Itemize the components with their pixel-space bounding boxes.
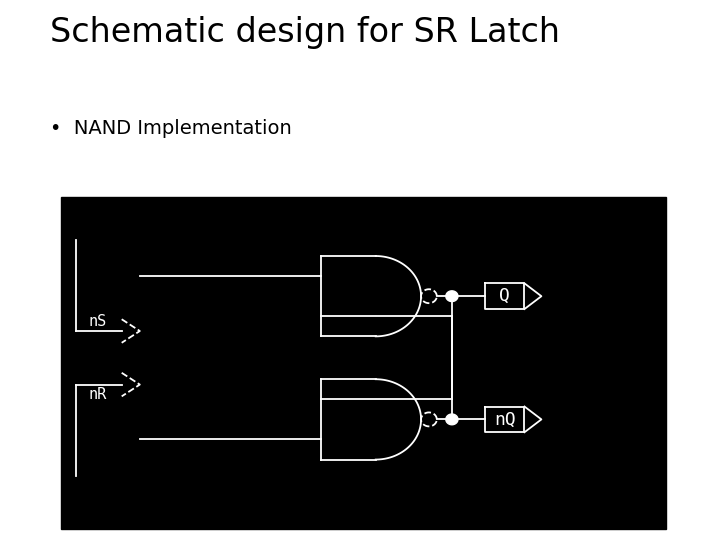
Text: Schematic design for SR Latch: Schematic design for SR Latch	[50, 16, 560, 49]
Text: •  NAND Implementation: • NAND Implementation	[50, 119, 292, 138]
Bar	[61, 197, 666, 529]
